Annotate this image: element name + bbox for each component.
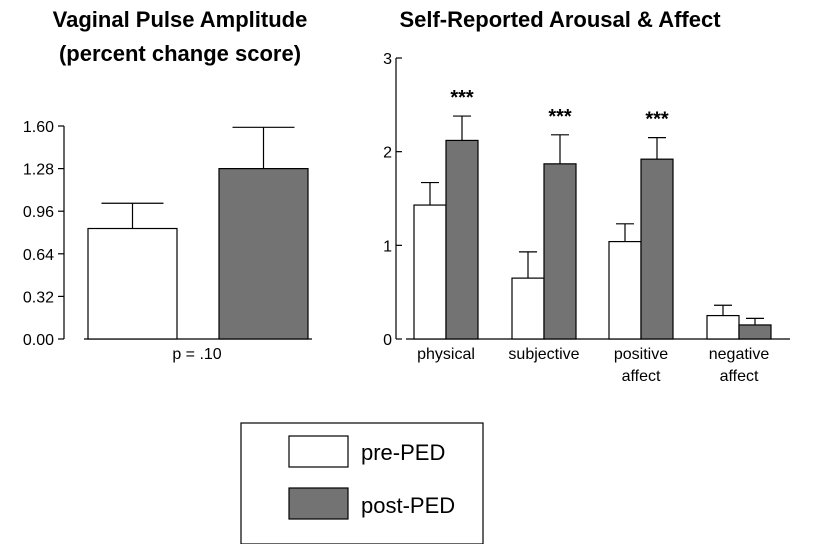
- vpa-bar-post: [218, 168, 309, 340]
- vpa-p-value: p = .10: [172, 346, 221, 363]
- arousal-bar-post: [543, 163, 577, 340]
- arousal-y-tick-label: 2: [383, 145, 392, 162]
- arousal-category-label: negative: [709, 346, 770, 363]
- arousal-chart: Self-Reported Arousal & Affect 0 1 2 3 *** *…: [383, 7, 790, 385]
- vpa-y-tick-label: 0.32: [23, 289, 54, 306]
- legend-label-pre: pre-PED: [361, 440, 445, 465]
- arousal-bar-post: [738, 324, 772, 340]
- arousal-bar-post: [445, 139, 479, 340]
- arousal-title: Self-Reported Arousal & Affect: [399, 7, 721, 32]
- arousal-y-tick-label: 3: [383, 51, 392, 68]
- arousal-bar-pre: [511, 277, 545, 340]
- vpa-y-tick-label: 0.96: [23, 204, 54, 221]
- legend-box: [240, 422, 484, 544]
- arousal-y-tick-label: 1: [383, 238, 392, 255]
- legend-label-post: post-PED: [361, 493, 455, 518]
- significance-marker: ***: [645, 109, 669, 131]
- vpa-bar-pre: [87, 227, 178, 340]
- arousal-bar-pre: [706, 314, 740, 340]
- arousal-y-tick-label: 0: [383, 332, 392, 349]
- legend-swatch-pre: [288, 435, 349, 468]
- vpa-y-tick-label: 1.28: [23, 162, 54, 179]
- vpa-y-tick-label: 0.64: [23, 247, 54, 264]
- significance-marker: ***: [548, 106, 572, 128]
- legend-swatch-post: [288, 487, 349, 520]
- arousal-category-label: affect: [622, 368, 661, 385]
- vpa-title: Vaginal Pulse Amplitude: [53, 7, 308, 32]
- vpa-y-tick-label: 0.00: [23, 332, 54, 349]
- arousal-bar-pre: [608, 240, 642, 340]
- significance-marker: ***: [450, 87, 474, 109]
- arousal-bar-pre: [413, 204, 447, 340]
- arousal-category-label: positive: [614, 346, 668, 363]
- arousal-bar-post: [640, 158, 674, 340]
- vpa-subtitle: (percent change score): [59, 41, 301, 66]
- arousal-category-label: physical: [417, 346, 475, 363]
- legend: pre-PED post-PED: [240, 422, 484, 544]
- arousal-category-label: affect: [720, 368, 759, 385]
- arousal-category-label: subjective: [508, 346, 579, 363]
- vpa-y-tick-label: 1.60: [23, 119, 54, 136]
- vpa-chart: Vaginal Pulse Amplitude (percent change …: [23, 7, 312, 363]
